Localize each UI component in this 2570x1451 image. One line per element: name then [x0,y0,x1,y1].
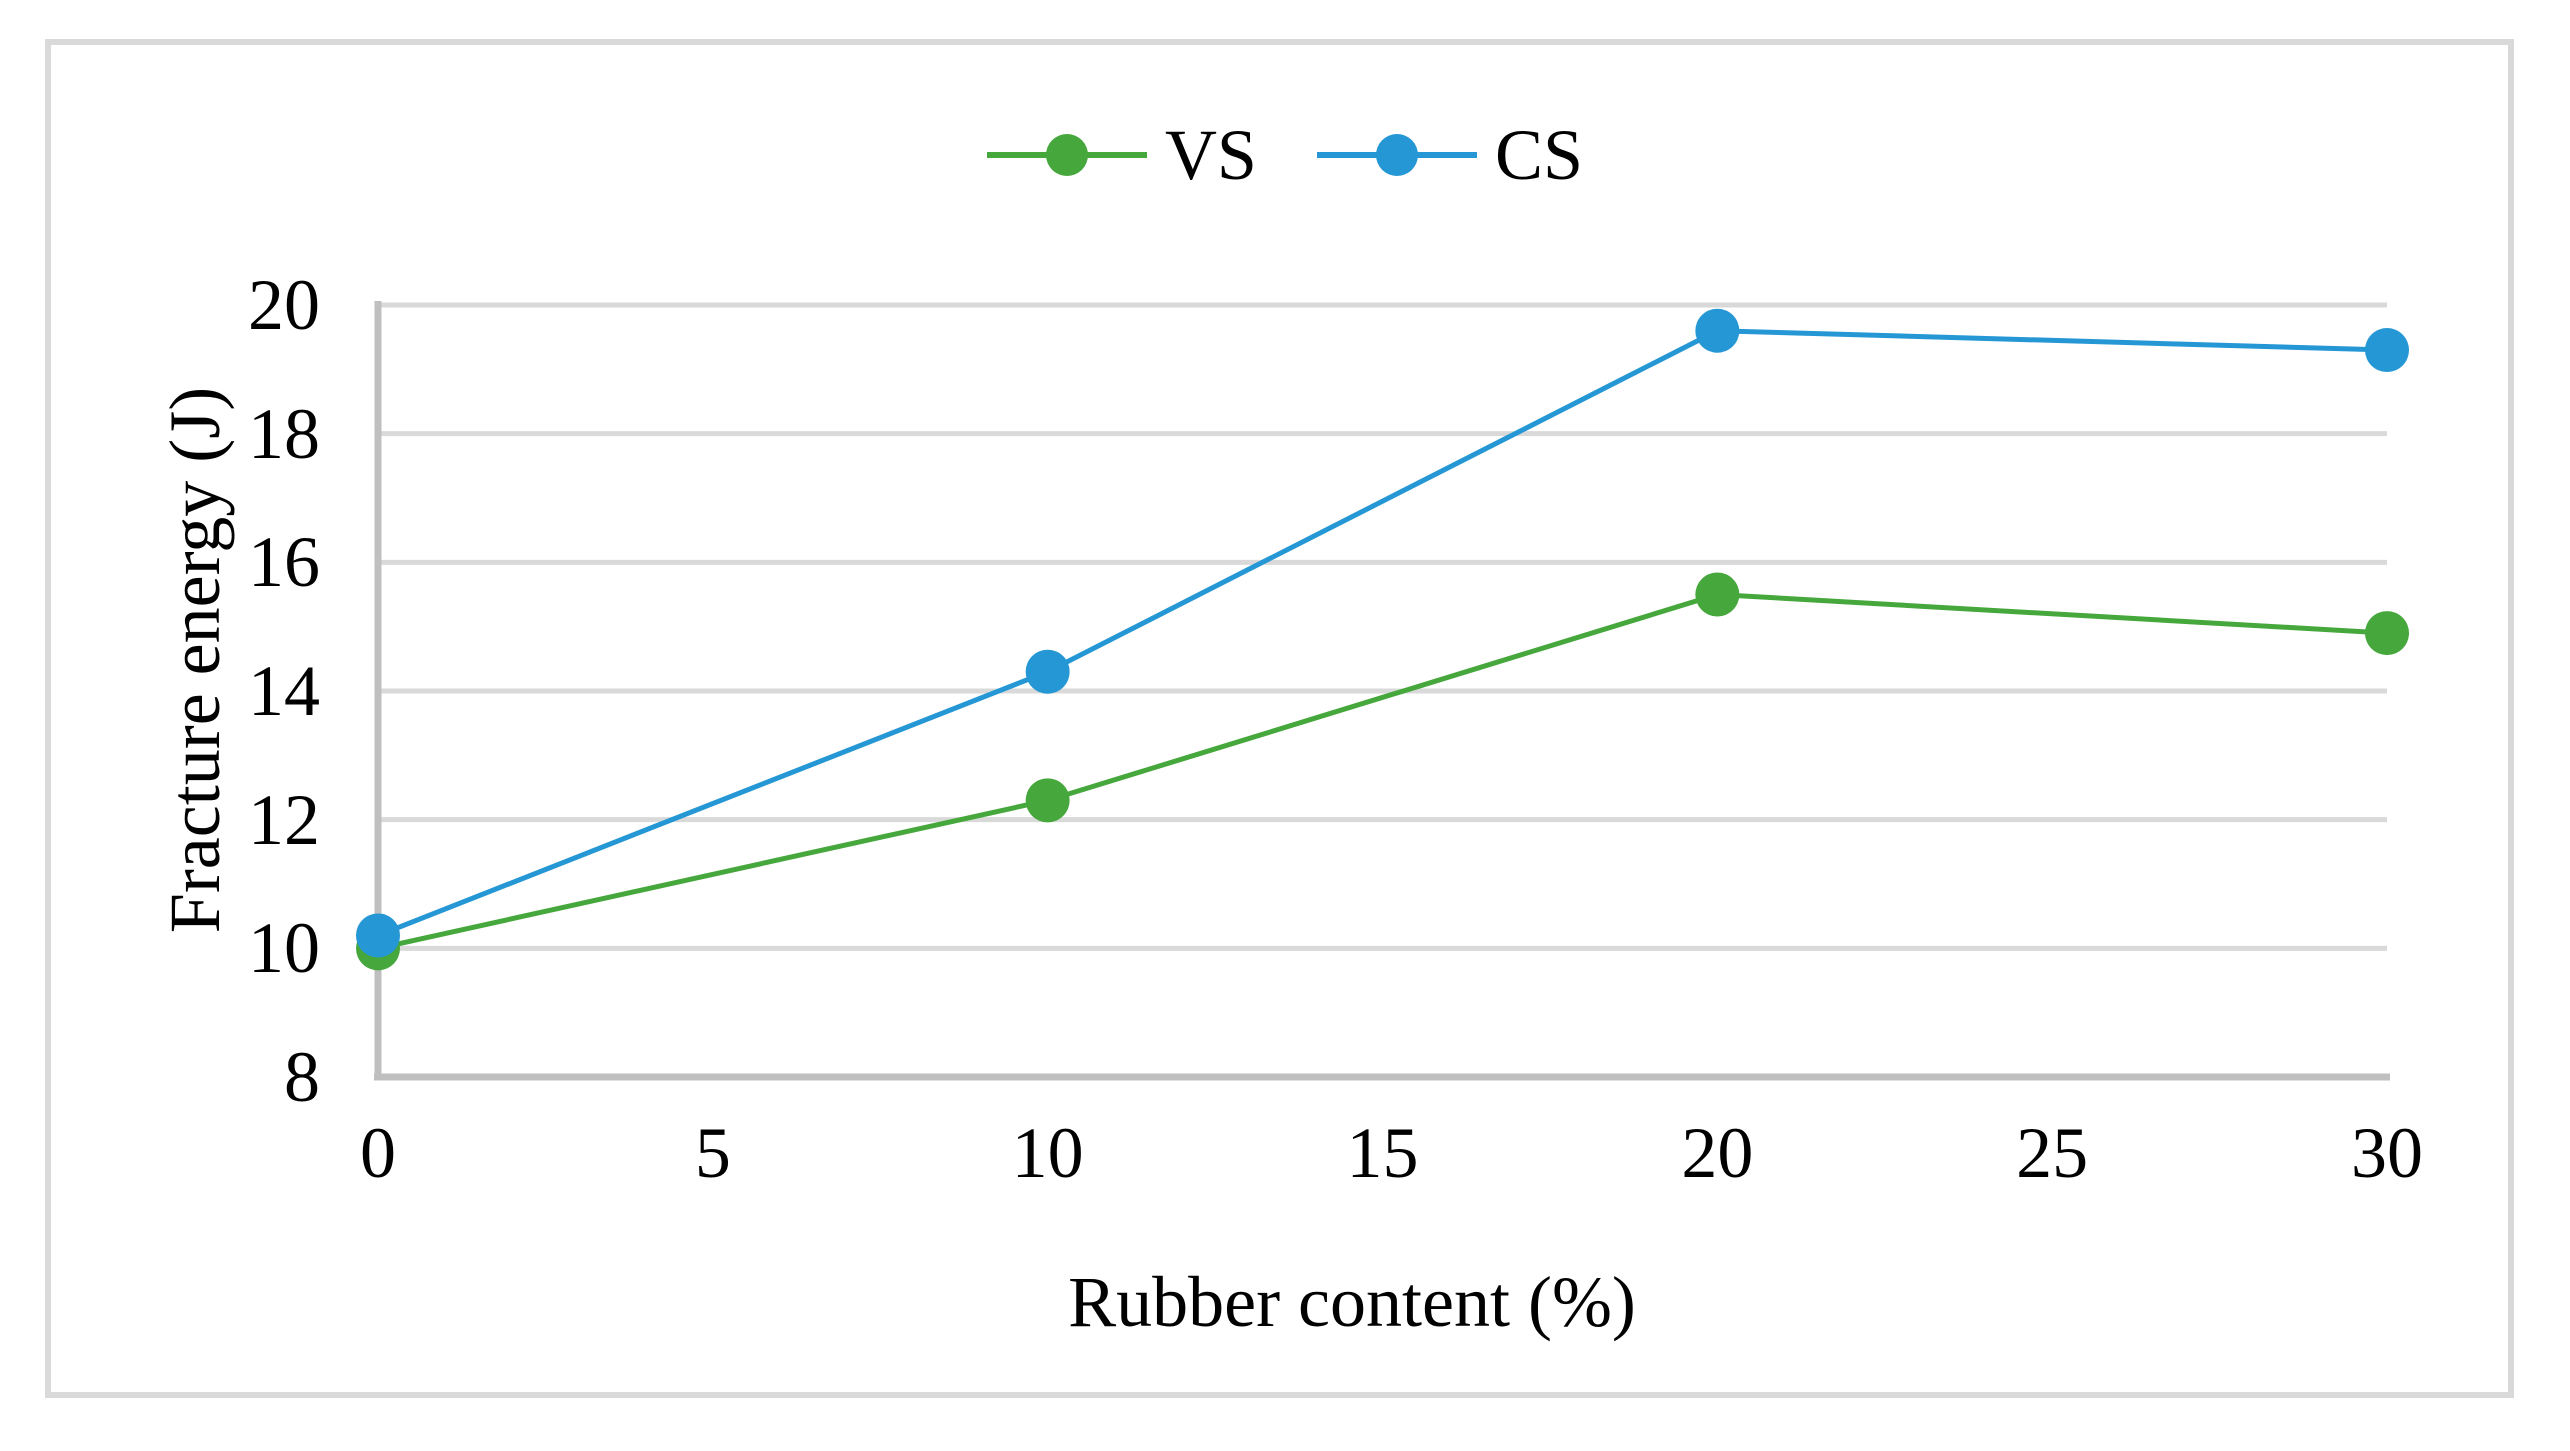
y-tick-label-12: 12 [248,779,320,860]
data-point-vs-x20 [1695,572,1740,617]
legend: VS CS [0,112,2570,198]
y-tick-label-18: 18 [248,393,320,474]
series-cs [356,308,2409,958]
data-point-vs-x30 [2365,611,2409,656]
x-tick-label-25: 25 [2016,1113,2089,1193]
legend-swatch-cs [1316,133,1477,177]
data-point-vs-x10 [1025,778,1070,823]
series-vs [356,572,2409,971]
y-tick-label-10: 10 [248,908,320,989]
legend-label-cs: CS [1494,115,1584,195]
data-point-cs-x30 [2365,328,2409,373]
series-line-cs [377,328,2388,938]
legend-label-vs: VS [1164,115,1257,195]
y-tick-label-8: 8 [284,1037,320,1117]
legend-item-cs: CS [1316,115,1584,195]
data-point-cs-x20 [1695,308,1740,353]
x-tick-label-20: 20 [1681,1113,1754,1193]
legend-marker-icon [1045,134,1088,176]
legend-swatch-vs [986,133,1147,177]
legend-item-vs: VS [986,115,1257,195]
x-tick-label-10: 10 [1011,1113,1084,1193]
y-tick-label-16: 16 [248,522,320,603]
legend-marker-icon [1375,134,1418,176]
chart-border [45,39,2514,1398]
x-tick-label-30: 30 [2351,1113,2423,1193]
y-tick-label-14: 14 [248,651,320,731]
series-line-vs [377,591,2388,951]
data-point-cs-x0 [356,913,400,958]
data-point-cs-x10 [1025,649,1070,694]
x-axis-title: Rubber content (%) [1068,1262,1636,1342]
y-tick-label-20: 20 [248,265,320,345]
x-tick-label-15: 15 [1346,1113,1419,1193]
x-tick-label-5: 5 [694,1113,731,1193]
x-tick-label-0: 0 [360,1113,396,1193]
